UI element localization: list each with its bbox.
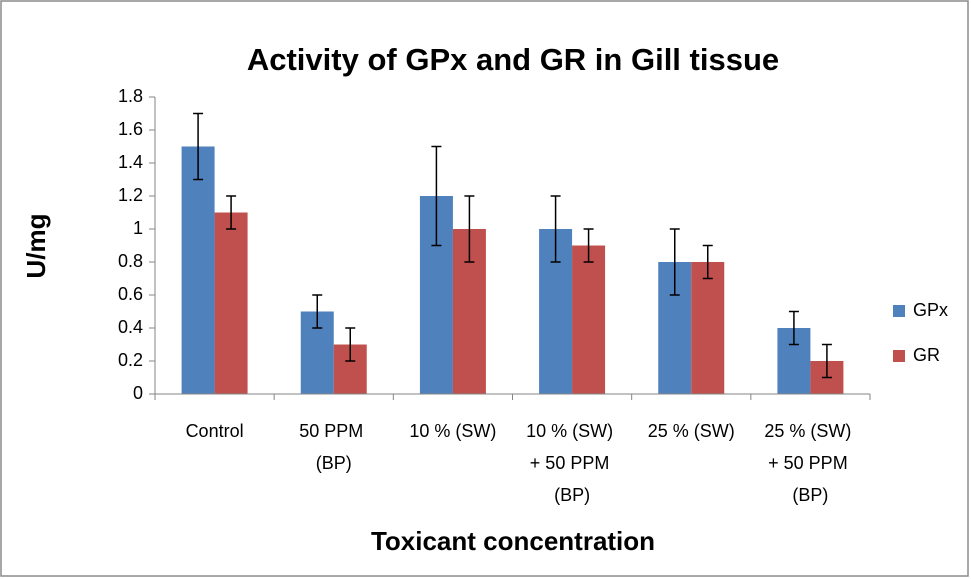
x-tick-label: Control [186, 421, 244, 441]
error-bar [464, 195, 475, 263]
bar [214, 212, 248, 394]
error-bar [431, 145, 442, 247]
bar [181, 146, 215, 394]
x-tick-label: 50 PPM (BP) [299, 421, 368, 473]
x-tick-label: 25 % (SW) + 50 PPM (BP) [764, 421, 856, 505]
error-bar [550, 195, 561, 263]
y-tick-label: 0.4 [118, 317, 143, 337]
error-bar [821, 343, 832, 379]
x-axis-title: Toxicant concentration [371, 526, 655, 556]
x-tick-label: 10 % (SW) + 50 PPM (BP) [526, 421, 618, 505]
legend-swatch [893, 350, 905, 362]
error-bar [788, 310, 799, 346]
chart-title: Activity of GPx and GR in Gill tissue [247, 42, 779, 77]
y-tick-label: 0.2 [118, 350, 143, 370]
bar [691, 262, 725, 394]
error-bar [702, 244, 713, 280]
y-tick-label: 1.8 [118, 86, 143, 106]
legend-swatch [893, 305, 905, 317]
y-tick-label: 1.6 [118, 119, 143, 139]
y-tick-label: 0 [133, 383, 143, 403]
y-tick-label: 0.6 [118, 284, 143, 304]
error-bar [312, 294, 323, 329]
y-tick-label: 1.2 [118, 185, 143, 205]
y-tick-label: 1 [133, 218, 143, 238]
error-bar [583, 228, 594, 263]
y-tick-label: 0.8 [118, 251, 143, 271]
error-bar [226, 195, 237, 230]
bar [572, 245, 606, 394]
y-axis-title: U/mg [21, 214, 51, 279]
y-tick-label: 1.4 [118, 152, 143, 172]
error-bar [345, 327, 356, 362]
error-bar [669, 228, 680, 296]
x-tick-label: 25 % (SW) [648, 421, 735, 441]
legend-label: GPx [913, 300, 948, 320]
error-bar [193, 112, 204, 181]
x-tick-label: 10 % (SW) [409, 421, 496, 441]
legend-label: GR [913, 345, 940, 365]
